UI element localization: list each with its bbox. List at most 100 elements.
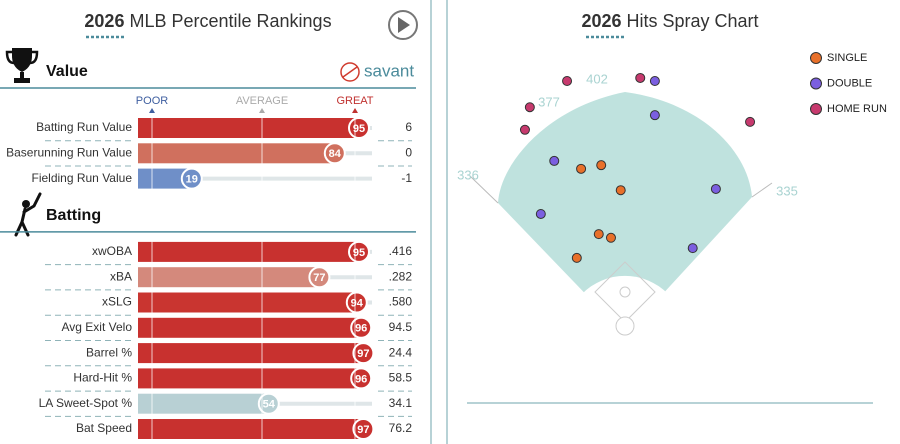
stat-value: .416: [389, 244, 413, 258]
legend-swatch: [810, 77, 822, 90]
percentile-bar: [138, 241, 359, 262]
percentile-label: 19: [186, 174, 198, 186]
legend-label: DOUBLE: [827, 77, 872, 89]
row-label: xBA: [110, 269, 132, 283]
percentile-label: 95: [353, 123, 365, 135]
percentile-label: 95: [353, 247, 365, 259]
percentile-dot: [350, 367, 373, 390]
fence-distance: 336: [457, 167, 479, 182]
percentile-label: 97: [357, 424, 369, 436]
scale-marker: [149, 108, 155, 113]
scale-marker: [259, 108, 265, 113]
panel-title: 2026 MLB Percentile Rankings: [84, 11, 331, 31]
hit: [635, 72, 646, 83]
hit: [615, 185, 626, 196]
hit: [687, 243, 698, 254]
row-label: Hard-Hit %: [73, 371, 132, 385]
percentile-label: 96: [355, 373, 367, 385]
percentile-label: 97: [357, 348, 369, 360]
percentile-label: 77: [313, 272, 325, 284]
hit: [649, 110, 660, 121]
percentile-bar: [138, 393, 269, 414]
legend-label: SINGLE: [827, 52, 867, 64]
stat-value: 58.5: [389, 371, 413, 385]
percentile-bar: [138, 419, 364, 439]
play-button[interactable]: [388, 10, 418, 40]
scale-label: AVERAGE: [236, 95, 288, 107]
percentile-dot: [350, 316, 373, 339]
percentile-bar: [138, 317, 362, 338]
row-label: xSLG: [102, 295, 132, 309]
percentile-bar: [138, 368, 362, 389]
legend-swatch: [810, 52, 822, 64]
hit: [549, 155, 560, 166]
row-label: LA Sweet-Spot %: [39, 396, 133, 410]
percentile-label: 94: [351, 297, 364, 309]
hit: [745, 116, 756, 127]
hit: [576, 163, 587, 174]
stat-value: 34.1: [389, 396, 413, 410]
row-label: Avg Exit Velo: [62, 320, 133, 334]
hit: [524, 102, 535, 113]
stat-value: .580: [389, 295, 413, 309]
hit: [710, 183, 721, 194]
year: 2026: [581, 11, 621, 31]
percentile-dot: [257, 392, 280, 415]
hit: [535, 208, 546, 219]
scale-marker: [352, 108, 358, 113]
percentile-dot: [308, 266, 331, 289]
percentile-dot: [180, 167, 203, 190]
percentile-label: 54: [263, 399, 276, 411]
savant-logo[interactable]: savant: [340, 61, 414, 82]
stat-value: 24.4: [389, 345, 413, 359]
percentile-label: 96: [355, 323, 367, 335]
title: MLB Percentile Rankings: [129, 11, 331, 31]
section-title: Value: [46, 63, 88, 80]
hit: [649, 76, 660, 86]
legend-swatch: [810, 103, 822, 115]
scale-label: GREAT: [336, 95, 373, 107]
row-label: Fielding Run Value: [31, 171, 132, 185]
hit: [605, 232, 616, 243]
percentile-bar: [138, 343, 364, 364]
stat-value: 94.5: [389, 320, 413, 334]
legend-label: HOME RUN: [827, 103, 887, 115]
percentile-dot: [352, 342, 375, 365]
hit: [571, 252, 582, 263]
title: Hits Spray Chart: [627, 11, 759, 31]
percentile-bar: [138, 118, 359, 138]
scale-label: POOR: [136, 95, 168, 107]
stat-value: .282: [389, 269, 413, 283]
percentile-dot: [323, 142, 346, 165]
batter-icon: [14, 192, 42, 237]
panel-title: 2026 Hits Spray Chart: [581, 11, 758, 31]
percentile-bar: [138, 143, 335, 164]
stat-value: 0: [405, 145, 412, 159]
percentile-label: 84: [329, 148, 342, 160]
stat-value: -1: [401, 171, 412, 185]
logo-text: savant: [364, 61, 414, 80]
hit: [562, 76, 573, 86]
stat-value: 6: [405, 120, 412, 134]
percentile-bar: [138, 292, 357, 313]
row-label: xwOBA: [92, 244, 132, 258]
percentile-dot: [348, 117, 370, 139]
year: 2026: [84, 11, 124, 31]
row-label: Baserunning Run Value: [6, 145, 132, 159]
hit: [593, 229, 604, 240]
percentile-bar: [138, 267, 320, 288]
row-label: Bat Speed: [76, 421, 132, 435]
fence-distance: 402: [586, 71, 608, 86]
hit: [519, 124, 530, 135]
trophy-icon: [5, 48, 39, 83]
fence-distance: 335: [776, 183, 798, 198]
stat-value: 76.2: [389, 421, 413, 435]
percentile-dot: [352, 418, 375, 440]
hit: [596, 160, 607, 171]
section-title: Batting: [46, 207, 101, 224]
row-label: Barrel %: [86, 345, 132, 359]
percentile-dot: [345, 291, 368, 314]
percentile-dot: [348, 240, 370, 263]
row-label: Batting Run Value: [36, 120, 132, 134]
